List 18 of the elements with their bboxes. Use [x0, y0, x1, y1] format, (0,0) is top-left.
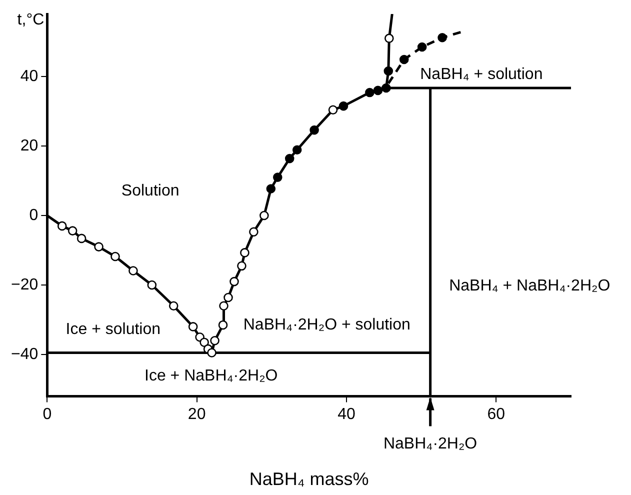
annotation: Ice + NaBH₄·2H₂O — [144, 367, 278, 384]
annotation: NaBH₄·2H₂O — [383, 436, 478, 453]
y-tick-label: −20 — [11, 276, 38, 294]
x-tick-label: 20 — [188, 406, 206, 424]
y-tick-label: 20 — [20, 137, 38, 154]
x-tick-label: 60 — [487, 406, 506, 424]
x-axis-title: NaBH₄ mass% — [249, 469, 369, 490]
annotation: Solution — [121, 182, 180, 200]
x-tick-label: 0 — [42, 406, 52, 424]
annotation: NaBH₄·2H₂O + solution — [243, 316, 410, 334]
y-axis-title: t,°C — [17, 11, 44, 28]
x-tick-label: 40 — [338, 406, 356, 424]
y-tick-label: 40 — [20, 68, 38, 85]
annotation: NaBH₄ + solution — [420, 66, 543, 84]
y-tick-label: 0 — [29, 206, 38, 224]
annotation: Ice + solution — [66, 321, 161, 338]
annotation: NaBH₄ + NaBH₄·2H₂O — [449, 278, 610, 295]
y-tick-label: −40 — [11, 346, 38, 363]
